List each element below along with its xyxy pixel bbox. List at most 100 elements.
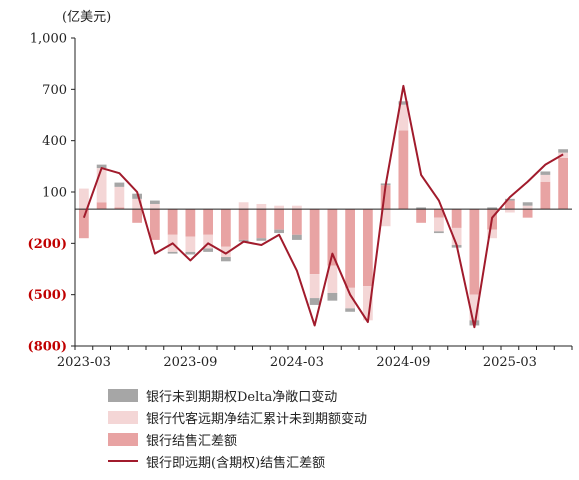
bar-settlement <box>558 157 568 210</box>
bar-settlement <box>433 209 444 218</box>
legend-swatch-line <box>108 460 138 462</box>
line-series-total <box>82 84 564 329</box>
bar-settlement <box>362 209 373 287</box>
bar-agency <box>309 274 320 299</box>
y-tick-label: (800) <box>28 340 67 355</box>
bar-settlement <box>96 202 107 210</box>
bar-delta <box>185 251 196 255</box>
bar-settlement <box>540 181 551 210</box>
chart-canvas: 1,000 700 400 100 (200) (500) (800)2023-03 2023… <box>28 32 573 370</box>
bar-settlement <box>522 209 533 218</box>
bar-agency <box>114 186 125 208</box>
axes-layer: 1,000 700 400 100 (200) (500) (800)2023-03 2023… <box>28 32 573 370</box>
bar-agency <box>203 234 213 249</box>
bar-agency <box>522 205 533 210</box>
bar-delta <box>167 251 178 254</box>
bar-settlement <box>78 209 89 239</box>
bar-delta <box>220 257 231 262</box>
bar-settlement <box>220 209 231 247</box>
bar-agency <box>291 205 302 210</box>
bar-agency <box>274 205 284 210</box>
bar-delta <box>522 202 533 206</box>
bar-settlement <box>149 209 160 240</box>
x-tick-label: 2024-03 <box>270 355 324 370</box>
bar-delta <box>416 207 426 210</box>
bar-agency <box>327 265 338 293</box>
bar-settlement <box>274 209 284 230</box>
bar-agency <box>185 236 196 252</box>
bar-delta <box>309 298 320 305</box>
bar-delta <box>398 101 409 105</box>
bar-settlement <box>451 209 462 228</box>
bar-agency <box>220 246 231 258</box>
bar-settlement <box>167 209 178 235</box>
y-tick-label: (500) <box>28 288 67 303</box>
bar-settlement <box>398 130 409 210</box>
bar-agency <box>398 104 409 131</box>
bar-delta <box>114 182 125 187</box>
bar-settlement <box>469 209 480 295</box>
bar-delta <box>256 238 267 241</box>
legend-swatch-agency <box>108 410 138 424</box>
bar-agency <box>540 174 551 182</box>
bar-settlement <box>114 207 125 210</box>
x-tick-label: 2023-03 <box>57 355 111 370</box>
bar-agency <box>433 217 444 232</box>
bar-delta <box>504 198 515 201</box>
bar-settlement <box>185 209 196 237</box>
y-tick-label: (200) <box>28 237 67 252</box>
bar-agency <box>345 287 355 309</box>
bar-delta <box>203 248 213 252</box>
bar-settlement <box>327 209 338 266</box>
bar-agency <box>451 227 462 246</box>
bar-agency <box>487 229 497 239</box>
y-tick-label: 100 <box>42 186 67 201</box>
bar-delta <box>327 292 338 301</box>
bar-settlement <box>309 209 320 275</box>
bar-settlement <box>238 209 249 240</box>
legend-item-line: 银行即远期(含期权)结售汇差额 <box>108 450 367 472</box>
bar-delta <box>487 207 497 210</box>
bar-settlement <box>203 209 213 235</box>
bar-agency <box>504 209 515 213</box>
bar-agency <box>132 198 142 210</box>
bar-agency <box>96 168 107 203</box>
bar-delta <box>433 231 444 234</box>
y-axis-unit-label: (亿美元) <box>62 10 112 25</box>
bar-settlement <box>416 209 426 223</box>
bar-agency <box>362 286 373 321</box>
bar-delta <box>96 164 107 169</box>
legend-item-agency: 银行代客远期净结汇累计未到期额变动 <box>108 406 367 428</box>
legend-label-agency: 银行代客远期净结汇累计未到期额变动 <box>146 411 368 427</box>
bar-agency <box>469 294 480 321</box>
x-tick-label: 2023-09 <box>163 355 217 370</box>
bar-agency <box>149 203 160 210</box>
legend-swatch-settlement <box>108 432 138 446</box>
y-tick-label: 400 <box>42 134 67 149</box>
bar-delta <box>132 193 142 199</box>
legend-item-settlement: 银行结售汇差额 <box>108 428 367 450</box>
bar-delta <box>149 200 160 204</box>
legend-label-delta: 银行未到期期权Delta净敞口变动 <box>146 389 338 405</box>
bar-settlement <box>256 209 267 239</box>
bar-settlement <box>504 200 515 210</box>
legend-swatch-delta <box>108 388 138 402</box>
line-layer <box>82 84 564 329</box>
bar-delta <box>558 149 568 153</box>
bar-settlement <box>132 209 142 223</box>
x-tick-label: 2024-09 <box>376 355 430 370</box>
bar-agency <box>256 203 267 210</box>
bars-layer <box>78 101 568 326</box>
y-tick-label: 1,000 <box>30 32 67 47</box>
bar-settlement <box>380 185 391 210</box>
bar-settlement <box>345 209 355 288</box>
bar-agency <box>78 188 89 210</box>
legend-label-line: 银行即远期(含期权)结售汇差额 <box>146 455 326 471</box>
bar-delta <box>274 229 284 234</box>
x-tick-label: 2025-03 <box>483 355 537 370</box>
legend: 银行未到期期权Delta净敞口变动 银行代客远期净结汇累计未到期额变动 银行结售… <box>108 384 367 472</box>
legend-item-delta: 银行未到期期权Delta净敞口变动 <box>108 384 367 406</box>
bar-settlement <box>291 209 302 235</box>
bar-agency <box>238 202 249 210</box>
bar-delta <box>540 171 551 175</box>
